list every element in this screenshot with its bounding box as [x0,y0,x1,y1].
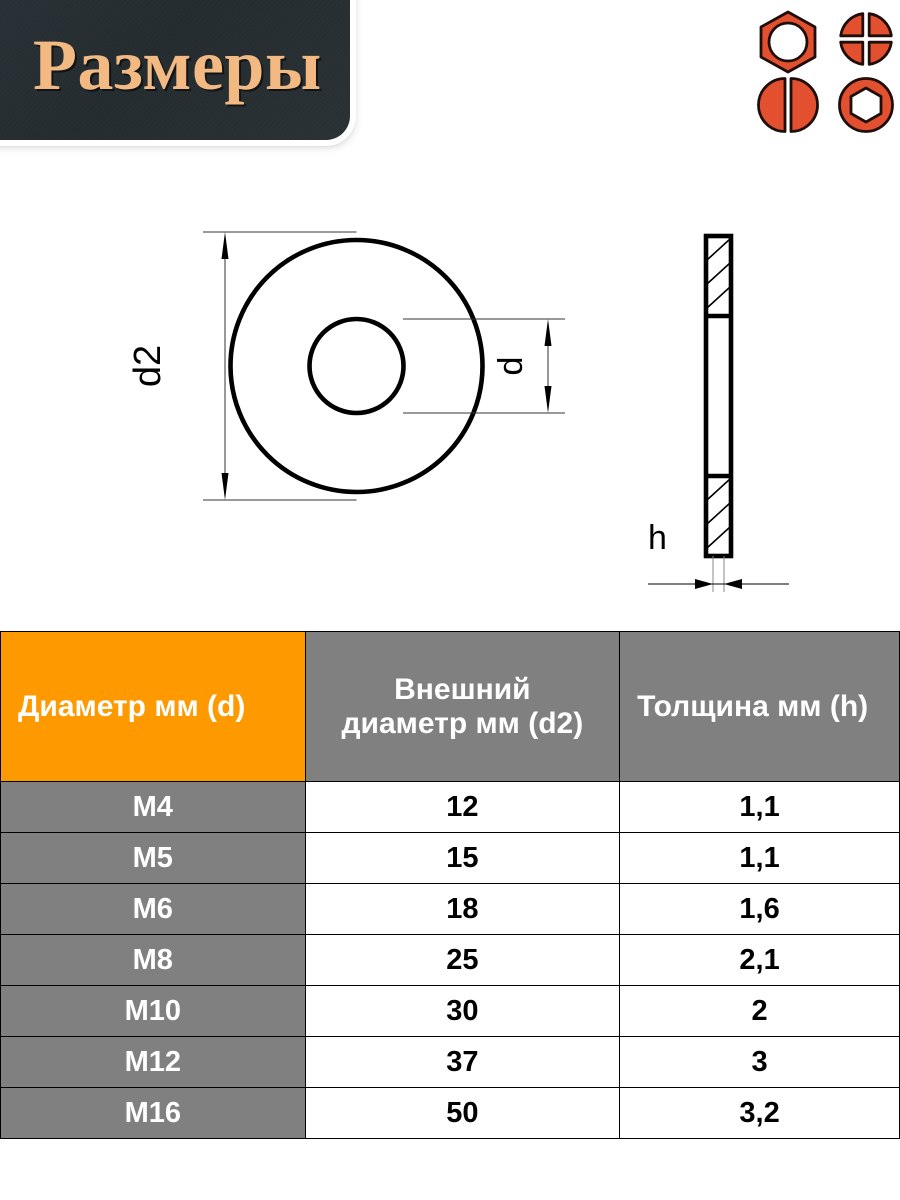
svg-text:d: d [492,357,530,376]
svg-text:d2: d2 [127,345,169,387]
svg-text:h: h [648,519,667,557]
